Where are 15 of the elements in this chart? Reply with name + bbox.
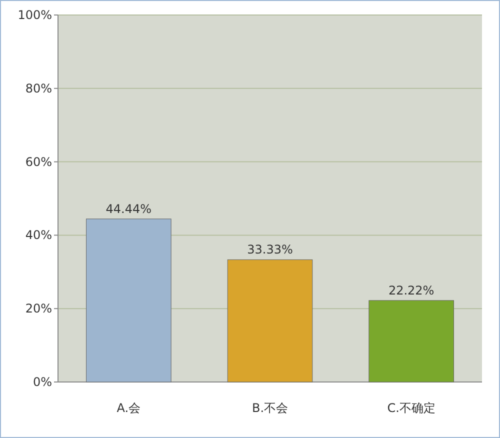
y-tick-label: 80% [25, 81, 52, 96]
x-tick-label: C.不确定 [387, 401, 436, 415]
data-label: 33.33% [247, 242, 293, 257]
bar [227, 259, 313, 382]
bar [368, 300, 454, 382]
data-label: 22.22% [388, 283, 434, 298]
data-label: 44.44% [106, 202, 152, 216]
y-tick-label: 40% [25, 228, 52, 242]
x-tick-label: A.会 [116, 401, 141, 415]
y-tick-label: 0% [32, 375, 52, 389]
x-tick-label: B.不会 [252, 401, 288, 415]
y-tick-label: 100% [18, 8, 52, 22]
y-tick-label: 60% [25, 154, 52, 169]
y-tick-label: 20% [25, 302, 52, 316]
bar [86, 218, 172, 382]
